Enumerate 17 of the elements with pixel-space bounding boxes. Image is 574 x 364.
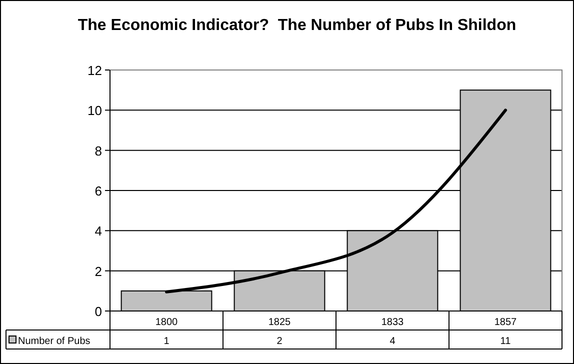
data-label: 1 <box>164 336 170 347</box>
data-label: 11 <box>500 336 512 347</box>
y-tick-label: 4 <box>94 224 102 239</box>
x-tick-label: 1825 <box>268 317 292 328</box>
y-tick-label: 0 <box>94 304 102 319</box>
x-tick-label: 1857 <box>494 317 518 328</box>
y-tick-label: 12 <box>88 63 102 78</box>
legend-label: Number of Pubs <box>18 336 90 347</box>
data-label: 2 <box>276 336 283 347</box>
y-tick-label: 6 <box>94 184 102 198</box>
chart-title: The Economic Indicator? The Number of Pubs In Shildon <box>78 17 516 34</box>
y-tick-label: 8 <box>94 143 102 158</box>
data-label: 4 <box>390 336 396 347</box>
y-tick-label: 2 <box>94 264 102 279</box>
x-tick-label: 1833 <box>381 317 404 328</box>
x-tick-label: 1800 <box>155 317 178 328</box>
y-tick-label: 10 <box>88 103 102 118</box>
